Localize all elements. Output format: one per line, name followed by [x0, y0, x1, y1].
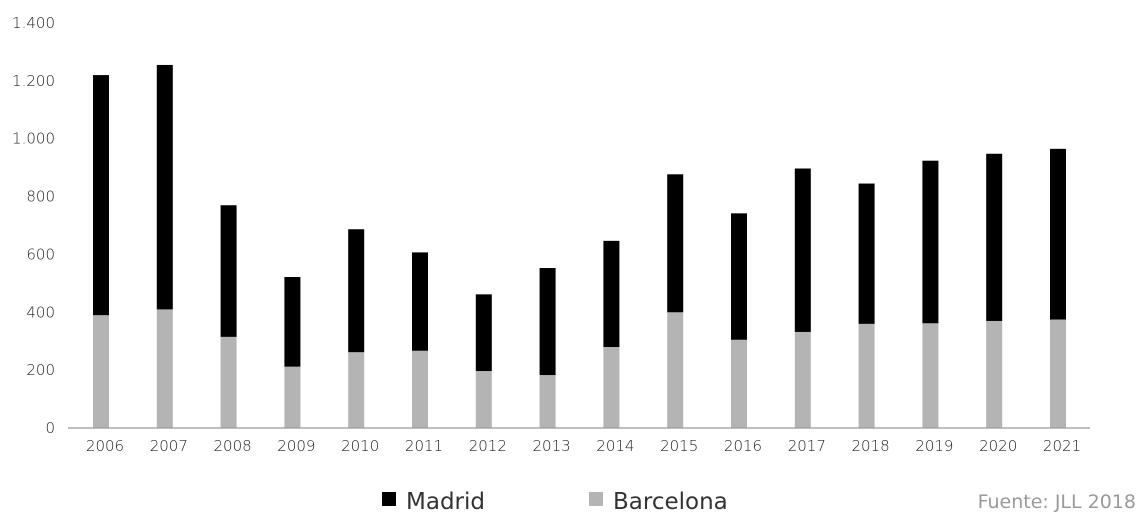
source-note: Fuente: JLL 2018: [978, 491, 1136, 512]
legend-label-madrid: Madrid: [406, 489, 485, 512]
legend: Madrid Barcelona: [382, 489, 728, 512]
bar-madrid-2020: [986, 153, 1003, 321]
bar-madrid-2011: [412, 252, 428, 351]
x-tick-label: 2017: [788, 437, 826, 455]
bar-barcelona-2008: [220, 336, 237, 428]
legend-label-barcelona: Barcelona: [613, 489, 728, 512]
x-tick-label: 2011: [405, 437, 443, 455]
x-tick-label: 2010: [341, 437, 379, 455]
bar-madrid-2013: [539, 268, 556, 376]
y-tick-label: 1.400: [12, 14, 55, 32]
y-tick-label: 400: [26, 303, 55, 321]
bar-barcelona-2018: [858, 323, 875, 428]
x-tick-label: 2014: [596, 437, 634, 455]
y-tick-label: 1.000: [12, 130, 55, 148]
y-tick-label: 800: [26, 188, 55, 206]
bar-barcelona-2006: [93, 315, 109, 428]
x-tick-label: 2012: [469, 437, 507, 455]
x-tick-label: 2009: [277, 437, 315, 455]
x-tick-label: 2020: [979, 437, 1017, 455]
bar-barcelona-2016: [731, 339, 747, 428]
bar-madrid-2017: [794, 168, 811, 332]
bar-barcelona-2013: [539, 375, 556, 428]
y-tick-label: 200: [26, 361, 55, 379]
legend-item-barcelona: Barcelona: [589, 489, 728, 512]
bar-barcelona-2015: [667, 312, 684, 428]
x-tick-label: 2021: [1043, 437, 1081, 455]
y-tick-label: 1.200: [12, 72, 55, 90]
x-tick-label: 2013: [533, 437, 571, 455]
bar-barcelona-2007: [156, 309, 173, 428]
bar-madrid-2012: [475, 294, 492, 372]
bar-barcelona-2014: [603, 347, 620, 428]
bar-barcelona-2012: [475, 371, 492, 428]
x-tick-label: 2016: [724, 437, 762, 455]
x-tick-label: 2007: [150, 437, 188, 455]
bar-madrid-2006: [93, 75, 109, 316]
y-tick-label: 600: [26, 245, 55, 263]
x-tick-label: 2015: [660, 437, 698, 455]
bar-madrid-2016: [731, 213, 747, 340]
bar-madrid-2014: [603, 240, 620, 347]
x-tick-label: 2006: [86, 437, 124, 455]
bar-barcelona-2009: [284, 366, 301, 428]
legend-swatch-madrid: [382, 492, 396, 506]
legend-item-madrid: Madrid: [382, 489, 485, 512]
bar-madrid-2008: [220, 205, 237, 337]
bar-barcelona-2010: [348, 352, 365, 428]
bar-madrid-2009: [284, 276, 301, 367]
bar-madrid-2021: [1050, 148, 1066, 320]
bar-barcelona-2021: [1050, 319, 1066, 428]
bar-barcelona-2019: [922, 323, 939, 428]
bars: [93, 64, 1066, 428]
bar-madrid-2019: [922, 160, 939, 324]
x-tick-label: 2008: [214, 437, 252, 455]
bar-madrid-2018: [858, 183, 875, 324]
bar-barcelona-2017: [794, 331, 811, 428]
legend-swatch-barcelona: [589, 492, 603, 506]
x-tick-label: 2019: [915, 437, 953, 455]
x-tick-label: 2018: [852, 437, 890, 455]
bar-madrid-2015: [667, 174, 684, 313]
bar-barcelona-2011: [412, 350, 428, 428]
y-axis: 0 200 400 600 800 1.000 1.200 1.400: [12, 14, 55, 437]
bar-madrid-2010: [348, 229, 365, 353]
bar-madrid-2007: [156, 64, 173, 310]
x-axis: 2006 2007 2008 2009 2010 2011 2012 2013 2014 2015…: [86, 437, 1081, 455]
bar-barcelona-2020: [986, 320, 1003, 428]
y-tick-label: 0: [45, 419, 55, 437]
